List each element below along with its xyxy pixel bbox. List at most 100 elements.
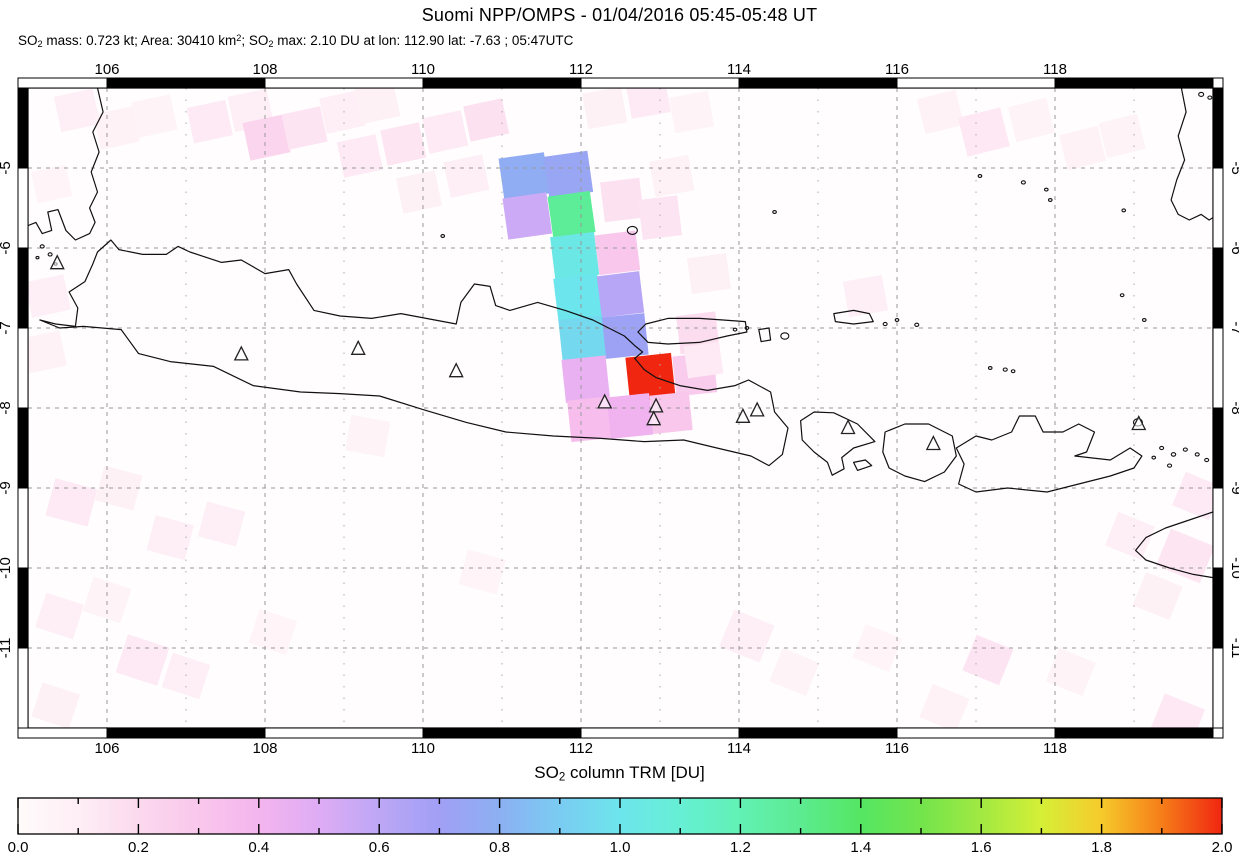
island-dot [894, 318, 900, 322]
lon-label-bottom: 110 [411, 740, 435, 757]
frame-bar-bottom [422, 727, 582, 739]
so2-cell [1045, 647, 1096, 697]
coastlines-layer [28, 88, 1213, 579]
colorbar-tick-label: 1.0 [610, 839, 631, 855]
so2-cell [186, 99, 233, 144]
frame-bar-right [1212, 647, 1224, 729]
island-dot [914, 322, 920, 327]
island-dot [772, 210, 777, 214]
so2-cell [1059, 125, 1107, 171]
so2-cell [28, 274, 71, 318]
frame-bar-right [1212, 247, 1224, 329]
coastline-bali [800, 411, 876, 476]
text-part: 2 [236, 33, 242, 44]
coastline-nusa-penida [853, 459, 873, 471]
volcano-marker [749, 401, 765, 417]
lon-label-top: 118 [1043, 61, 1067, 78]
frame-bar-top [264, 77, 424, 89]
frame-bar-left [17, 327, 29, 409]
so2-cell [502, 192, 553, 240]
so2-cell [1155, 528, 1213, 584]
island-dot [882, 321, 888, 327]
so2-cell [625, 88, 671, 119]
text-part: mass: 0.723 kt; Area: 30410 km [42, 33, 237, 48]
so2-cell [686, 253, 732, 295]
lon-label-top: 110 [411, 61, 435, 78]
frame-bar-left [17, 247, 29, 329]
colorbar-tick-label: 0.6 [369, 839, 390, 855]
volcano-marker [735, 407, 751, 423]
so2-cell [606, 393, 654, 439]
island-dot [1170, 452, 1177, 457]
colorbar-tick-label: 0.2 [128, 839, 149, 855]
so2-cell [115, 634, 170, 686]
so2-cell [45, 478, 98, 527]
colorbar-layer: 0.0 0.2 0.4 0.6 0.8 1.0 1.2 1.4 1.6 1.8 2.0 [8, 797, 1233, 855]
frame-bar-top [738, 77, 898, 89]
so2-cell [919, 683, 970, 728]
lat-label-left: -11 [0, 638, 14, 659]
island-dot [39, 244, 45, 249]
lon-label-bottom: 118 [1043, 740, 1067, 757]
lat-label-right: -8 [1228, 401, 1239, 414]
colorbar-tick-label: 1.8 [1091, 839, 1112, 855]
lon-label-top: 114 [727, 61, 751, 78]
lon-label-bottom: 106 [94, 740, 119, 757]
colorbar-tick-label: 1.6 [971, 839, 992, 855]
text-part: 2 [558, 771, 566, 784]
text-part: ; SO [241, 33, 269, 48]
coastline-lombok [882, 423, 957, 483]
frame-bar-bottom [264, 727, 424, 739]
gridlines-layer [28, 88, 1213, 728]
colorbar-tick-label: 2.0 [1212, 839, 1233, 855]
frame-bar-top [106, 77, 266, 89]
so2-cell [1132, 571, 1183, 621]
island-dot [1141, 318, 1147, 322]
axis-labels-layer: 106 106 108 108 110 110 112 112 114 114 116 116 118 1… [0, 61, 1239, 757]
coastline-sumba [1135, 511, 1213, 579]
lat-label-right: -5 [1228, 161, 1239, 174]
lat-label-right: -6 [1228, 241, 1239, 254]
so2-cell [28, 330, 67, 374]
frame-bar-top [580, 77, 740, 89]
frame-bar-bottom [1054, 727, 1214, 739]
so2-cell [637, 195, 683, 240]
frame-bar-left [17, 87, 29, 169]
frame-bars-layer [17, 77, 1224, 739]
so2-cell [463, 98, 510, 142]
so2-cell [553, 273, 603, 322]
island-dot [47, 252, 53, 257]
frame-bar-right [1212, 487, 1224, 569]
so2-cell [600, 177, 645, 223]
lon-label-top: 106 [94, 61, 119, 78]
island-dot [1002, 367, 1008, 372]
lat-label-left: -9 [0, 481, 14, 494]
frame-bar-right [1212, 407, 1224, 489]
lon-label-top: 112 [569, 61, 593, 78]
frame-bar-top [17, 77, 108, 89]
frame-bar-right [1212, 167, 1224, 249]
frame-bar-bottom [106, 727, 266, 739]
lon-label-bottom: 108 [252, 740, 277, 757]
volcano-marker [840, 419, 856, 435]
so2-cells-layer [28, 88, 1213, 728]
so2-cell [53, 88, 101, 133]
so2-cell [962, 634, 1014, 686]
so2-cell [380, 122, 427, 166]
island-dot [1047, 198, 1053, 202]
text-part: 2 [268, 39, 274, 50]
so2-cell [558, 315, 607, 363]
lat-label-left: -10 [0, 557, 14, 579]
so2-cell [957, 107, 1010, 157]
lat-label-left: -5 [0, 161, 14, 174]
so2-cell [395, 170, 443, 214]
so2-cell [1007, 97, 1055, 143]
so2-cell [1172, 471, 1213, 521]
so2-cell [31, 682, 80, 728]
so2-cell [336, 134, 383, 178]
colorbar-tick-label: 1.2 [730, 839, 751, 855]
so2-cell [422, 110, 469, 154]
frame-bar-bottom [896, 727, 1056, 739]
lat-label-left: -8 [0, 401, 14, 414]
